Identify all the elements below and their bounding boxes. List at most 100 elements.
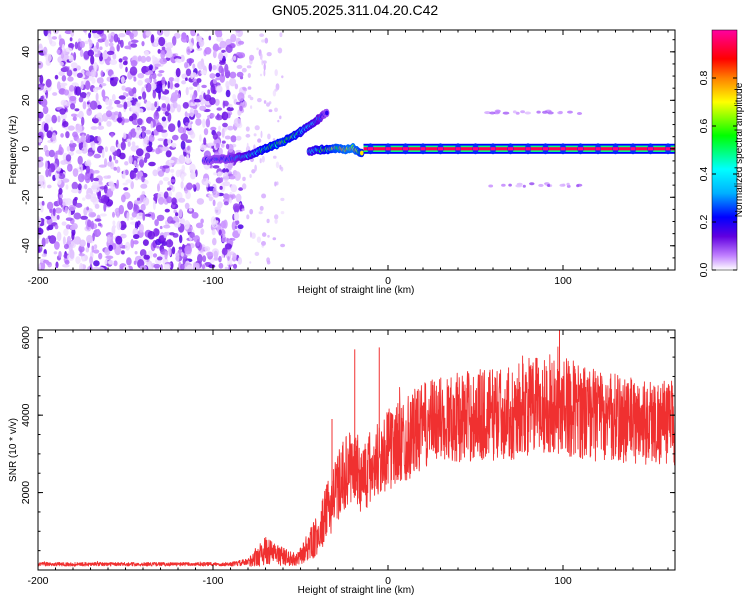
spectrogram-noise-cell — [165, 42, 174, 49]
spectrogram-band-bump-core — [613, 147, 618, 151]
spectrogram-noise-cell — [131, 39, 139, 43]
spectrogram-noise-cell — [224, 266, 229, 270]
spectrogram-noise-cell — [181, 243, 186, 254]
spectrogram-noise-cell — [178, 246, 183, 250]
spectrogram-noise-cell — [143, 254, 150, 260]
spectrogram-noise-cell — [114, 100, 121, 105]
spectrogram-noise-cell — [113, 225, 116, 229]
spectrogram-noise-cell — [63, 89, 69, 96]
spectrogram-noise-cell — [94, 203, 100, 209]
spectrogram-noise-cell — [238, 187, 244, 191]
spectrogram-noise-cell — [90, 55, 95, 65]
spectrogram-noise-cell — [126, 212, 130, 221]
spectrogram-noise-cell — [154, 63, 162, 67]
spectrogram-noise-cell — [148, 161, 156, 167]
spectrogram-noise-cell — [62, 66, 70, 72]
spectrogram-noise-cell — [51, 213, 58, 222]
spectrogram-noise-cell — [214, 206, 220, 210]
snr-x-label: Height of straight line (km) — [298, 585, 415, 596]
spectrogram-noise-cell — [86, 234, 93, 244]
spectrogram-noise-cell — [146, 107, 151, 111]
colorbar: 0.0 0.2 0.4 0.6 0.8 Normalized spectral ampl… — [698, 29, 745, 277]
spectrogram-noise-cell — [69, 95, 77, 101]
spectrogram-noise-cell — [196, 198, 205, 205]
spectrogram-noise-cell — [208, 196, 213, 202]
spectrogram-sparse-cell — [254, 251, 260, 256]
spectrogram-noise-cell — [67, 165, 72, 171]
spectrogram-sparse-cell — [256, 236, 261, 243]
spectrogram-noise-cell — [213, 250, 219, 260]
spectrogram-noise-cell — [163, 30, 170, 37]
spectrogram-noise-cell — [140, 203, 146, 211]
spectrogram-sparse-cell — [254, 164, 257, 172]
spectrogram-noise-cell — [62, 263, 70, 268]
spectrogram-noise-cell — [56, 166, 61, 172]
spectrogram-noise-cell — [124, 87, 132, 92]
spectrogram-noise-cell — [219, 185, 223, 190]
spectrogram-noise-cell — [218, 229, 222, 236]
spectrogram-noise-cell — [41, 237, 46, 247]
spectrogram-band-bump-core — [595, 147, 601, 151]
spectrogram-noise-cell — [195, 222, 204, 229]
spectrogram-noise-cell — [47, 33, 52, 41]
spectrogram-noise-cell — [45, 261, 51, 266]
spectrogram-noise-cell — [85, 194, 92, 200]
spectrogram-band-bump-core — [630, 147, 636, 151]
spectrogram-noise-cell — [237, 92, 245, 102]
spectrogram-noise-cell — [185, 86, 189, 96]
spectrogram-noise-cell — [108, 155, 112, 163]
spectrogram-sparse-cell — [268, 109, 273, 113]
spectrogram-noise-cell — [103, 203, 107, 212]
spectrogram-noise-cell — [98, 122, 102, 126]
spectrogram-noise-cell — [92, 144, 96, 151]
spectrogram-noise-cell — [191, 212, 199, 219]
spectrogram-sparse-cell — [266, 260, 271, 265]
spectrogram-noise-cell — [196, 239, 200, 247]
spectrogram-noise-cell — [90, 220, 95, 230]
spectrogram-noise-cell — [145, 82, 152, 93]
spectrogram-noise-cell — [221, 236, 227, 243]
spectrogram-noise-cell — [107, 33, 111, 40]
spectrogram-sideband-cell — [566, 182, 570, 186]
spectrogram-noise-cell — [236, 101, 241, 105]
spectrogram-sparse-cell — [242, 101, 245, 105]
spectrogram-noise-cell — [137, 118, 143, 126]
spectrogram-noise-cell — [237, 224, 244, 229]
spectrogram-noise-cell — [177, 120, 181, 129]
spectrogram-noise-cell — [170, 92, 178, 102]
spectrogram-noise-cell — [173, 78, 180, 82]
spectrogram-noise-cell — [101, 149, 105, 159]
spectrogram-band-bump-core — [420, 147, 426, 151]
spectrogram-noise-cell — [136, 145, 139, 149]
spectrogram-sparse-cell — [247, 73, 251, 78]
spectrogram-noise-cell — [128, 155, 133, 164]
spectrogram-noise-cell — [86, 206, 89, 211]
spectrogram-sideband-cell — [501, 183, 506, 187]
spectrogram-noise-cell — [196, 78, 202, 83]
spectrogram-noise-cell — [43, 46, 48, 56]
spectrogram-noise-cell — [123, 101, 128, 110]
spectrogram-noise-cell — [66, 235, 72, 245]
spectrogram-noise-cell — [130, 238, 134, 249]
spectrogram-sparse-cell — [261, 241, 266, 246]
spectrogram-noise-cell — [187, 145, 190, 151]
spectrogram-noise-cell — [133, 160, 137, 167]
spectrogram-noise-cell — [232, 253, 237, 260]
spectrogram-noise-cell — [118, 95, 126, 100]
spectrogram-noise-cell — [67, 125, 75, 131]
spectrogram-noise-cell — [189, 163, 196, 173]
spectrogram-noise-cell — [224, 63, 229, 74]
spectrogram-noise-cell — [120, 233, 127, 239]
spectrogram-band-cell — [360, 150, 364, 156]
spectrogram-noise-cell — [175, 212, 179, 217]
spectrogram-noise-cell — [79, 262, 84, 270]
spectrogram-noise-cell — [42, 105, 49, 115]
spectrogram-noise-cell — [212, 237, 217, 246]
spectrogram-sparse-cell — [264, 37, 269, 44]
spectrogram-noise-cell — [160, 50, 166, 60]
spectrogram-noise-cell — [161, 116, 167, 122]
spectrogram-noise-cell — [71, 181, 79, 190]
spectrogram-noise-cell — [147, 70, 154, 75]
spectrogram-noise-cell — [202, 118, 206, 128]
spectrogram-sparse-cell — [241, 208, 245, 211]
